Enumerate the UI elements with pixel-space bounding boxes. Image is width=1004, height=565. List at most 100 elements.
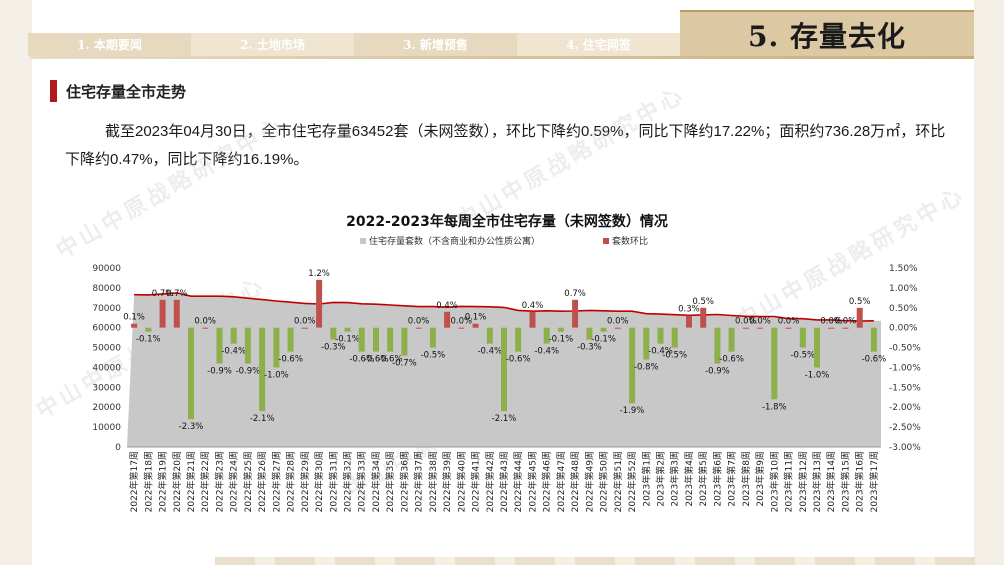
mom-bar	[614, 327, 621, 329]
nav-tab-2[interactable]: 2. 土地市场	[191, 33, 354, 56]
mom-bar	[330, 327, 337, 340]
mom-data-label: -0.6%	[378, 355, 403, 365]
mom-bar	[486, 327, 493, 344]
mom-bar	[771, 327, 778, 400]
x-tick-label: 2022年第26周	[256, 451, 268, 512]
x-tick-label: 2022年第28周	[285, 451, 297, 512]
mom-data-label: 0.0%	[835, 317, 857, 327]
section-nav: 1. 本期要闻 2. 土地市场 3. 新增预售 4. 住宅网签	[28, 33, 680, 56]
mom-data-label: -0.6%	[364, 355, 389, 365]
nav-tab-1[interactable]: 1. 本期要闻	[28, 33, 191, 56]
x-tick-label: 2023年第13周	[811, 451, 823, 512]
x-tick-label: 2022年第37周	[413, 451, 425, 512]
legend-label-stock: 住宅存量套数（不含商业和办公性质公寓）	[369, 235, 540, 247]
y-right-tick-label: 0.00%	[889, 324, 918, 334]
mom-data-label: 0.0%	[778, 317, 800, 327]
mom-data-label: -0.3%	[321, 343, 346, 353]
x-tick-label: 2023年第11周	[783, 451, 795, 512]
mom-bar	[273, 327, 280, 368]
mom-data-label: 0.0%	[607, 317, 629, 327]
mom-data-label: 0.7%	[166, 289, 188, 299]
x-tick-label: 2022年第19周	[157, 451, 169, 512]
mom-data-label: 0.5%	[692, 297, 714, 307]
mom-bar	[600, 327, 607, 332]
x-tick-label: 2023年第3周	[669, 451, 681, 507]
y-left-tick-label: 80000	[92, 284, 121, 294]
mom-bar	[415, 327, 422, 329]
y-right-tick-label: -3.00%	[889, 443, 921, 453]
mom-data-label: -0.9%	[207, 367, 232, 377]
nav-tab-3[interactable]: 3. 新增预售	[354, 33, 517, 56]
mom-bar	[173, 299, 180, 328]
mom-data-label: 0.0%	[194, 317, 216, 327]
x-tick-label: 2022年第50周	[598, 451, 610, 512]
mom-data-label: -1.8%	[762, 402, 787, 412]
subheading: 住宅存量全市走势	[50, 80, 186, 102]
mom-data-label: -2.3%	[179, 422, 204, 432]
mom-bar	[230, 327, 237, 344]
mom-bar	[870, 327, 877, 352]
x-tick-label: 2023年第15周	[839, 451, 851, 512]
x-tick-label: 2022年第49周	[583, 451, 595, 512]
y-left-tick-label: 40000	[92, 363, 121, 373]
x-tick-label: 2022年第52周	[626, 451, 638, 512]
mom-data-label: 0.7%	[564, 289, 586, 299]
mom-bar	[188, 327, 194, 420]
x-tick-label: 2022年第48周	[569, 451, 581, 512]
mom-data-label: -0.5%	[662, 351, 687, 361]
mom-bar	[671, 327, 678, 348]
x-tick-label: 2022年第38周	[427, 451, 439, 512]
x-tick-label: 2022年第20周	[171, 451, 183, 512]
x-tick-label: 2022年第29周	[299, 451, 311, 512]
mom-bar	[643, 327, 650, 360]
mom-data-label: -0.8%	[634, 363, 659, 373]
x-tick-label: 2023年第4周	[683, 451, 695, 507]
mom-data-label: 0.0%	[820, 317, 842, 327]
mom-bar	[444, 311, 451, 328]
x-tick-label: 2022年第39周	[441, 451, 453, 512]
y-left-tick-label: 70000	[92, 304, 121, 314]
y-right-tick-label: -1.50%	[889, 383, 921, 393]
mom-data-label: -0.6%	[862, 355, 887, 365]
mom-bar	[586, 327, 593, 340]
mom-data-label: 0.1%	[465, 313, 487, 323]
x-tick-label: 2022年第31周	[327, 451, 339, 512]
mom-bar	[714, 327, 721, 364]
stock-line	[134, 292, 874, 322]
y-right-tick-label: 1.00%	[889, 284, 918, 294]
mom-data-label: -0.1%	[136, 335, 161, 345]
mom-data-label: -0.4%	[221, 347, 246, 357]
x-tick-label: 2022年第40周	[455, 451, 467, 512]
x-tick-label: 2022年第17周	[128, 451, 140, 512]
x-tick-label: 2022年第30周	[313, 451, 325, 512]
x-tick-label: 2022年第42周	[484, 451, 496, 512]
y-left-tick-label: 50000	[92, 344, 121, 354]
mom-data-label: -2.1%	[250, 414, 275, 424]
x-tick-label: 2022年第21周	[185, 451, 197, 512]
x-tick-label: 2022年第27周	[270, 451, 282, 512]
mom-bar	[216, 327, 223, 364]
x-tick-label: 2022年第23周	[213, 451, 225, 512]
x-tick-label: 2023年第2周	[654, 451, 666, 507]
mom-data-label: 0.0%	[408, 317, 430, 327]
mom-data-label: -0.9%	[705, 367, 730, 377]
mom-bar	[316, 279, 323, 328]
mom-bar	[629, 327, 636, 404]
mom-data-label: -0.6%	[349, 355, 374, 365]
mom-data-label: -0.4%	[648, 347, 673, 357]
mom-data-label: 0.0%	[294, 317, 316, 327]
x-tick-label: 2022年第24周	[228, 451, 240, 512]
mom-data-label: 0.0%	[735, 317, 757, 327]
mom-data-label: -0.6%	[506, 355, 531, 365]
x-tick-label: 2022年第45周	[526, 451, 538, 512]
y-right-tick-label: 0.50%	[889, 304, 918, 314]
x-tick-label: 2022年第36周	[398, 451, 410, 512]
mom-bar	[202, 327, 209, 329]
mom-bar	[728, 327, 735, 352]
mom-bar	[657, 327, 664, 344]
mom-data-label: -0.7%	[392, 359, 417, 369]
y-left-tick-label: 90000	[92, 264, 121, 274]
nav-tab-4[interactable]: 4. 住宅网签	[517, 33, 680, 56]
x-tick-label: 2023年第12周	[797, 451, 809, 512]
